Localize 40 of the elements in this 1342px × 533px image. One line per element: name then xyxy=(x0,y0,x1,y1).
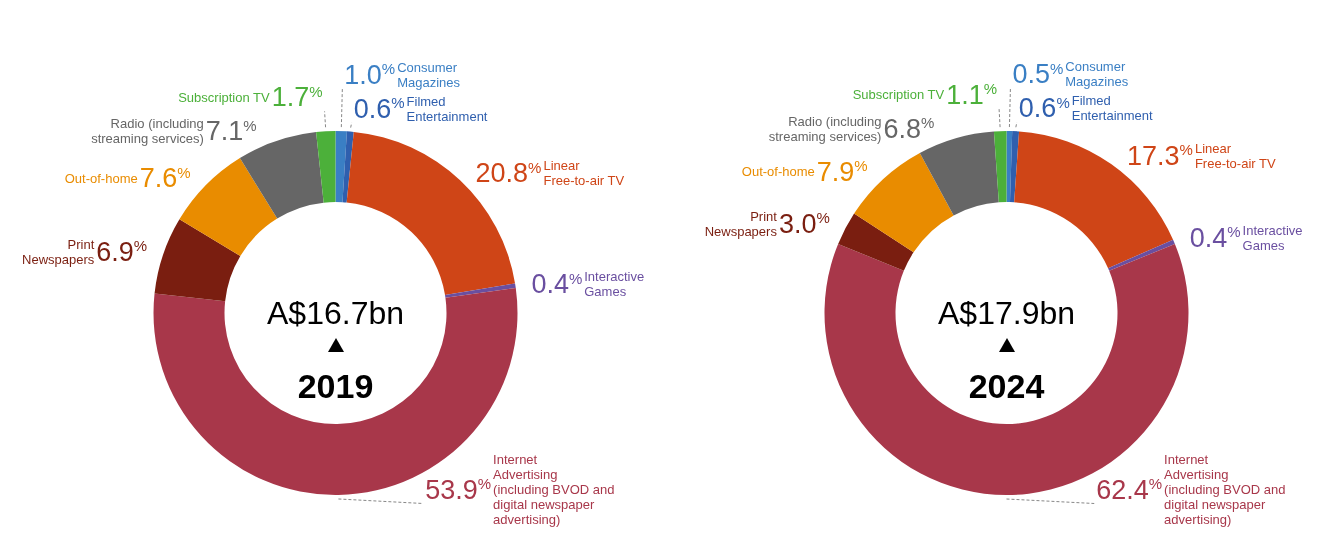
slice-label: Radio (including streaming services) xyxy=(768,113,882,144)
slice-label: Filmed Entertainment xyxy=(1071,93,1154,124)
slice-label: Linear Free-to-air TV xyxy=(1194,140,1276,171)
data-label: 3.0% xyxy=(778,208,830,239)
data-label: 0.4% xyxy=(531,269,583,300)
slice-label: Print Newspapers xyxy=(704,208,778,239)
data-label: 0.4% xyxy=(1189,222,1241,253)
slice-label: Out-of-home xyxy=(64,170,138,186)
data-label: 62.4% xyxy=(1096,474,1163,505)
data-label: 20.8% xyxy=(475,158,542,189)
slice-label: Interactive Games xyxy=(1242,222,1303,253)
data-label: 6.9% xyxy=(96,236,148,267)
slice-label: Filmed Entertainment xyxy=(406,93,488,124)
data-label: 0.6% xyxy=(1018,93,1070,124)
data-label: 7.1% xyxy=(205,116,257,147)
data-label: 7.9% xyxy=(816,156,868,187)
slice-label: Internet Advertising (including BVOD and digital newspaper advertising) xyxy=(1164,452,1286,527)
data-label: 6.8% xyxy=(883,113,935,144)
data-label: 1.0% xyxy=(344,59,396,90)
slice-label: Linear Free-to-air TV xyxy=(543,158,625,189)
slice-label: Out-of-home xyxy=(741,164,815,180)
slice-label: Internet Advertising (including BVOD and digital newspaper advertising) xyxy=(493,452,615,527)
data-label: 7.6% xyxy=(139,163,191,194)
text: 2024 xyxy=(968,367,1045,405)
data-label: 0.5% xyxy=(1012,59,1064,90)
slice-label: Consumer Magazines xyxy=(397,59,461,90)
data-label: 1.7% xyxy=(271,82,323,113)
data-label: 53.9% xyxy=(425,474,492,505)
slice-label: Subscription TV xyxy=(178,89,271,105)
text: A$17.9bn xyxy=(937,295,1076,331)
data-label: 0.6% xyxy=(353,93,405,124)
slice-label: Print Newspapers xyxy=(22,236,95,267)
slice-label: Interactive Games xyxy=(584,269,645,300)
text: A$16.7bn xyxy=(266,295,405,331)
data-label: 1.1% xyxy=(946,79,998,110)
slice-label: Subscription TV xyxy=(852,87,945,103)
text: 2019 xyxy=(297,367,374,405)
data-label: 17.3% xyxy=(1127,140,1193,171)
slice-label: Radio (including streaming services) xyxy=(91,116,204,147)
slice-label: Consumer Magazines xyxy=(1065,59,1129,90)
